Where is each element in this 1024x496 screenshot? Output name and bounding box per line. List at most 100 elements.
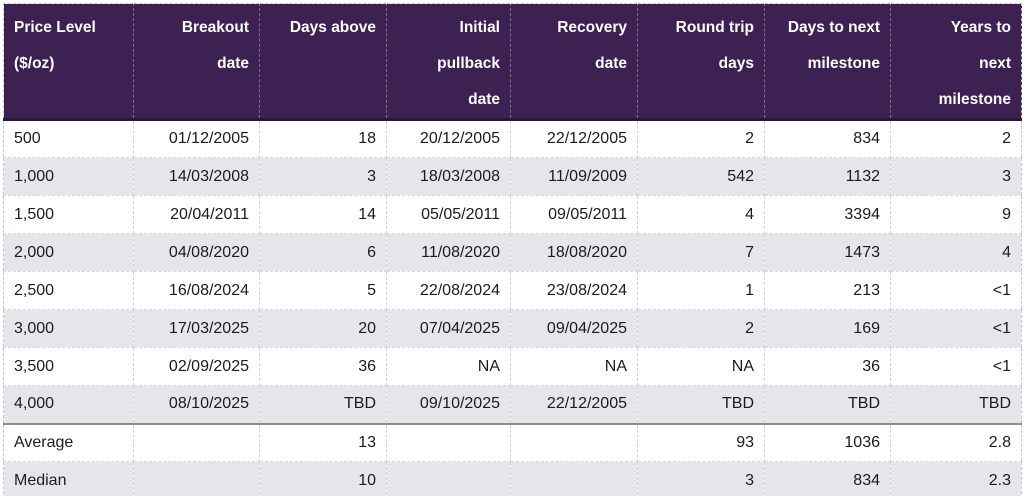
table-row: 500 01/12/2005 18 20/12/2005 22/12/2005 … xyxy=(3,119,1022,158)
cell-initial-pullback-date: 09/10/2025 xyxy=(386,385,511,424)
cell-breakout-date: 17/03/2025 xyxy=(133,309,260,348)
cell-initial-pullback-date: 20/12/2005 xyxy=(386,119,511,158)
cell-years-to-next-milestone: TBD xyxy=(890,385,1022,424)
cell-days-above: 6 xyxy=(259,233,387,272)
cell-days-to-next-milestone: 36 xyxy=(764,347,891,386)
cell-round-trip-days: TBD xyxy=(637,385,765,424)
summary-row-average: Average 13 93 1036 2.8 xyxy=(3,422,1022,462)
cell-years-to-next-milestone: 2 xyxy=(890,119,1022,158)
cell-years-to-next-milestone: 2.3 xyxy=(890,461,1022,496)
cell-years-to-next-milestone: 4 xyxy=(890,233,1022,272)
cell-price-level: 3,500 xyxy=(3,347,134,386)
cell-breakout-date xyxy=(133,461,260,496)
cell-days-to-next-milestone: 1473 xyxy=(764,233,891,272)
cell-days-above: 20 xyxy=(259,309,387,348)
cell-recovery-date: 22/12/2005 xyxy=(510,385,638,424)
cell-days-to-next-milestone: 834 xyxy=(764,119,891,158)
cell-days-above: 14 xyxy=(259,195,387,234)
cell-initial-pullback-date xyxy=(386,461,511,496)
table-row: 1,000 14/03/2008 3 18/03/2008 11/09/2009… xyxy=(3,157,1022,196)
table-row: 2,500 16/08/2024 5 22/08/2024 23/08/2024… xyxy=(3,271,1022,310)
cell-recovery-date: 18/08/2020 xyxy=(510,233,638,272)
cell-days-to-next-milestone: 3394 xyxy=(764,195,891,234)
table-row: 3,000 17/03/2025 20 07/04/2025 09/04/202… xyxy=(3,309,1022,348)
cell-years-to-next-milestone: 9 xyxy=(890,195,1022,234)
cell-days-to-next-milestone: 1036 xyxy=(764,422,891,462)
cell-days-to-next-milestone: 834 xyxy=(764,461,891,496)
summary-row-median: Median 10 3 834 2.3 xyxy=(3,461,1022,496)
cell-initial-pullback-date: 07/04/2025 xyxy=(386,309,511,348)
cell-breakout-date: 02/09/2025 xyxy=(133,347,260,386)
cell-breakout-date: 01/12/2005 xyxy=(133,119,260,158)
cell-days-above: 3 xyxy=(259,157,387,196)
cell-recovery-date xyxy=(510,461,638,496)
cell-row-label: Average xyxy=(3,422,134,462)
column-header-initial-pullback-date: Initial pullback date xyxy=(386,3,511,121)
cell-recovery-date: NA xyxy=(510,347,638,386)
cell-initial-pullback-date: 11/08/2020 xyxy=(386,233,511,272)
cell-years-to-next-milestone: <1 xyxy=(890,309,1022,348)
cell-price-level: 2,500 xyxy=(3,271,134,310)
cell-round-trip-days: 2 xyxy=(637,119,765,158)
cell-price-level: 1,000 xyxy=(3,157,134,196)
cell-price-level: 1,500 xyxy=(3,195,134,234)
cell-recovery-date: 09/05/2011 xyxy=(510,195,638,234)
column-header-days-above: Days above xyxy=(259,3,387,121)
cell-recovery-date: 23/08/2024 xyxy=(510,271,638,310)
table-row: 3,500 02/09/2025 36 NA NA NA 36 <1 xyxy=(3,347,1022,386)
cell-round-trip-days: 1 xyxy=(637,271,765,310)
cell-price-level: 4,000 xyxy=(3,385,134,424)
cell-price-level: 2,000 xyxy=(3,233,134,272)
cell-initial-pullback-date: 05/05/2011 xyxy=(386,195,511,234)
table-row: 4,000 08/10/2025 TBD 09/10/2025 22/12/20… xyxy=(3,385,1022,424)
cell-breakout-date: 04/08/2020 xyxy=(133,233,260,272)
column-header-round-trip-days: Round trip days xyxy=(637,3,765,121)
cell-days-to-next-milestone: 1132 xyxy=(764,157,891,196)
cell-days-above: 13 xyxy=(259,422,387,462)
cell-days-to-next-milestone: 169 xyxy=(764,309,891,348)
cell-days-above: TBD xyxy=(259,385,387,424)
cell-row-label: Median xyxy=(3,461,134,496)
milestone-table-container: Price Level ($/oz) Breakout date Days ab… xyxy=(3,3,1022,496)
cell-price-level: 3,000 xyxy=(3,309,134,348)
cell-years-to-next-milestone: 2.8 xyxy=(890,422,1022,462)
cell-recovery-date: 22/12/2005 xyxy=(510,119,638,158)
cell-price-level: 500 xyxy=(3,119,134,158)
table-row: 2,000 04/08/2020 6 11/08/2020 18/08/2020… xyxy=(3,233,1022,272)
column-header-years-to-next-milestone: Years to next milestone xyxy=(890,3,1022,121)
cell-days-above: 5 xyxy=(259,271,387,310)
cell-days-above: 10 xyxy=(259,461,387,496)
cell-breakout-date: 16/08/2024 xyxy=(133,271,260,310)
cell-round-trip-days: 93 xyxy=(637,422,765,462)
cell-round-trip-days: 7 xyxy=(637,233,765,272)
cell-breakout-date: 14/03/2008 xyxy=(133,157,260,196)
column-header-breakout-date: Breakout date xyxy=(133,3,260,121)
cell-recovery-date: 09/04/2025 xyxy=(510,309,638,348)
cell-years-to-next-milestone: 3 xyxy=(890,157,1022,196)
cell-days-above: 36 xyxy=(259,347,387,386)
cell-round-trip-days: 4 xyxy=(637,195,765,234)
cell-initial-pullback-date: 22/08/2024 xyxy=(386,271,511,310)
column-header-recovery-date: Recovery date xyxy=(510,3,638,121)
cell-round-trip-days: 2 xyxy=(637,309,765,348)
cell-breakout-date xyxy=(133,422,260,462)
cell-years-to-next-milestone: <1 xyxy=(890,271,1022,310)
cell-years-to-next-milestone: <1 xyxy=(890,347,1022,386)
table-row: 1,500 20/04/2011 14 05/05/2011 09/05/201… xyxy=(3,195,1022,234)
cell-initial-pullback-date: NA xyxy=(386,347,511,386)
column-header-days-to-next-milestone: Days to next milestone xyxy=(764,3,891,121)
cell-round-trip-days: 3 xyxy=(637,461,765,496)
cell-initial-pullback-date xyxy=(386,422,511,462)
cell-breakout-date: 20/04/2011 xyxy=(133,195,260,234)
cell-round-trip-days: 542 xyxy=(637,157,765,196)
cell-recovery-date: 11/09/2009 xyxy=(510,157,638,196)
cell-days-to-next-milestone: TBD xyxy=(764,385,891,424)
table-header-row: Price Level ($/oz) Breakout date Days ab… xyxy=(3,3,1022,121)
cell-breakout-date: 08/10/2025 xyxy=(133,385,260,424)
cell-initial-pullback-date: 18/03/2008 xyxy=(386,157,511,196)
column-header-price-level: Price Level ($/oz) xyxy=(3,3,134,121)
cell-recovery-date xyxy=(510,422,638,462)
cell-days-above: 18 xyxy=(259,119,387,158)
cell-round-trip-days: NA xyxy=(637,347,765,386)
gold-milestone-table: Price Level ($/oz) Breakout date Days ab… xyxy=(3,3,1022,496)
